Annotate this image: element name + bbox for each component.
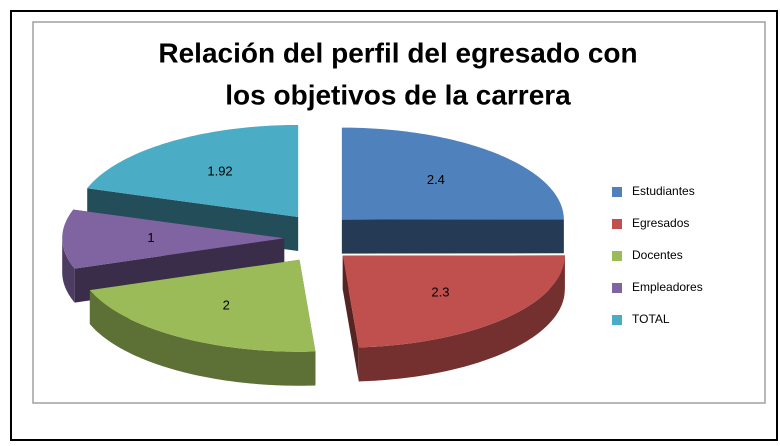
slice: 2.4 [341,127,564,254]
legend-label: Docentes [632,248,683,262]
legend-label: Empleadores [632,280,703,294]
slice-top [62,209,285,269]
legend-label: TOTAL [632,312,670,326]
legend-swatch [612,315,622,325]
chart-title: los objetivos de la carrera [225,79,571,110]
slice: 2.3 [342,255,565,382]
data-label: 1 [147,230,154,245]
slice-top [342,255,565,348]
legend-label: Estudiantes [632,184,695,198]
data-label: 2.3 [431,285,449,300]
slice-top [87,124,299,217]
legend-swatch [612,283,622,293]
slice-side [341,219,564,254]
slice-side [62,238,75,303]
slice-side [342,255,359,382]
legend-swatch [612,251,622,261]
slice-top [89,259,316,352]
slice-top [341,127,564,220]
slice: 2 [89,259,316,386]
data-label: 2 [223,297,230,312]
slice-side [358,257,565,382]
legend-label: Egresados [632,216,689,230]
legend-swatch [612,219,622,229]
legend-swatch [612,187,622,197]
data-label: 1.92 [207,164,232,179]
slice-side [89,290,316,386]
chart-title: Relación del perfil del egresado con [158,37,637,68]
data-label: 2.4 [427,172,445,187]
